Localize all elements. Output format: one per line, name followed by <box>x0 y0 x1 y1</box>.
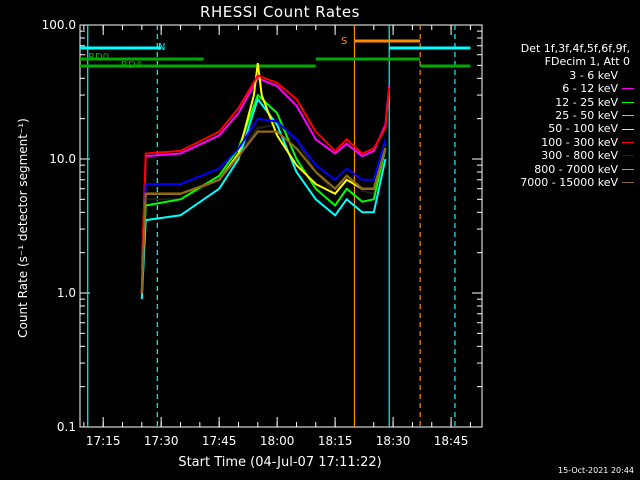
legend-entry: 7000 - 15000 keV <box>484 176 634 189</box>
legend-entry: 12 - 25 keV <box>484 96 634 109</box>
x-tick-label: 18:15 <box>318 434 353 448</box>
legend-label: 3 - 6 keV <box>569 68 618 82</box>
legend-entry: 100 - 300 keV <box>484 136 634 149</box>
y-tick-label: 10.0 <box>49 152 76 166</box>
series-line <box>140 74 391 270</box>
x-tick-label: 18:30 <box>376 434 411 448</box>
legend-swatch <box>622 75 634 77</box>
legend-swatch <box>622 115 634 117</box>
legend-label: 800 - 7000 keV <box>534 162 618 176</box>
date-stamp: 15-Oct-2021 20:44 <box>558 466 634 475</box>
legend-entry: 25 - 50 keV <box>484 109 634 122</box>
legend-label: 100 - 300 keV <box>541 135 618 149</box>
x-axis-label: Start Time (04-Jul-07 17:11:22) <box>178 455 382 470</box>
y-tick-label: 100.0 <box>42 18 76 32</box>
legend: Det 1f,3f,4f,5f,6f,9f, FDecim 1, Att 0 3… <box>484 42 634 189</box>
legend-swatch <box>622 168 634 170</box>
legend-header-line1: Det 1f,3f,4f,5f,6f,9f, <box>520 42 630 55</box>
x-tick-label: 17:30 <box>144 434 179 448</box>
series-lines <box>140 62 391 300</box>
y-ticks: 0.1 1.0 10.0 100.0 <box>42 18 482 434</box>
legend-entry: 300 - 800 keV <box>484 149 634 162</box>
legend-entry: 3 - 6 keV <box>484 69 634 82</box>
y-axis-label: Count Rate (s⁻¹ detector segment⁻¹) <box>16 118 30 338</box>
series-line <box>140 130 387 294</box>
series-line <box>140 117 387 294</box>
legend-entry: 6 - 12 keV <box>484 82 634 95</box>
legend-swatch <box>622 142 634 144</box>
x-tick-label: 17:15 <box>86 434 121 448</box>
x-ticks: 17:15 17:30 17:45 18:00 18:15 18:30 18:45 <box>83 25 471 448</box>
annotation-label: S <box>341 36 347 47</box>
legend-label: 25 - 50 keV <box>555 109 618 123</box>
x-tick-label: 18:00 <box>260 434 295 448</box>
legend-entry: 800 - 7000 keV <box>484 163 634 176</box>
legend-swatch <box>622 88 634 90</box>
x-tick-label: 17:45 <box>202 434 237 448</box>
legend-label: 12 - 25 keV <box>555 95 618 109</box>
annotations: RD0 RD4 N S <box>80 25 471 427</box>
legend-swatch <box>622 128 634 130</box>
legend-label: 300 - 800 keV <box>541 149 618 163</box>
legend-swatch <box>622 101 634 103</box>
legend-label: 7000 - 15000 keV <box>520 176 618 190</box>
legend-swatch <box>622 155 634 157</box>
legend-entry: 50 - 100 keV <box>484 122 634 135</box>
series-line <box>140 123 387 283</box>
legend-swatch <box>622 182 634 184</box>
x-tick-label: 18:45 <box>434 434 469 448</box>
series-line <box>140 93 387 294</box>
annotation-label: RD0 <box>88 52 109 63</box>
series-line <box>140 77 391 294</box>
legend-label: 50 - 100 keV <box>548 122 618 136</box>
legend-header-line2: FDecim 1, Att 0 <box>544 55 630 69</box>
annotation-label: RD4 <box>121 60 142 71</box>
chart-title: RHESSI Count Rates <box>200 3 360 21</box>
series-line <box>140 130 387 294</box>
series-line <box>140 96 387 300</box>
legend-label: 6 - 12 keV <box>562 82 618 96</box>
annotation-label: N <box>158 42 165 53</box>
y-tick-label: 0.1 <box>57 420 76 434</box>
plot-frame <box>79 24 483 428</box>
y-tick-label: 1.0 <box>57 286 76 300</box>
